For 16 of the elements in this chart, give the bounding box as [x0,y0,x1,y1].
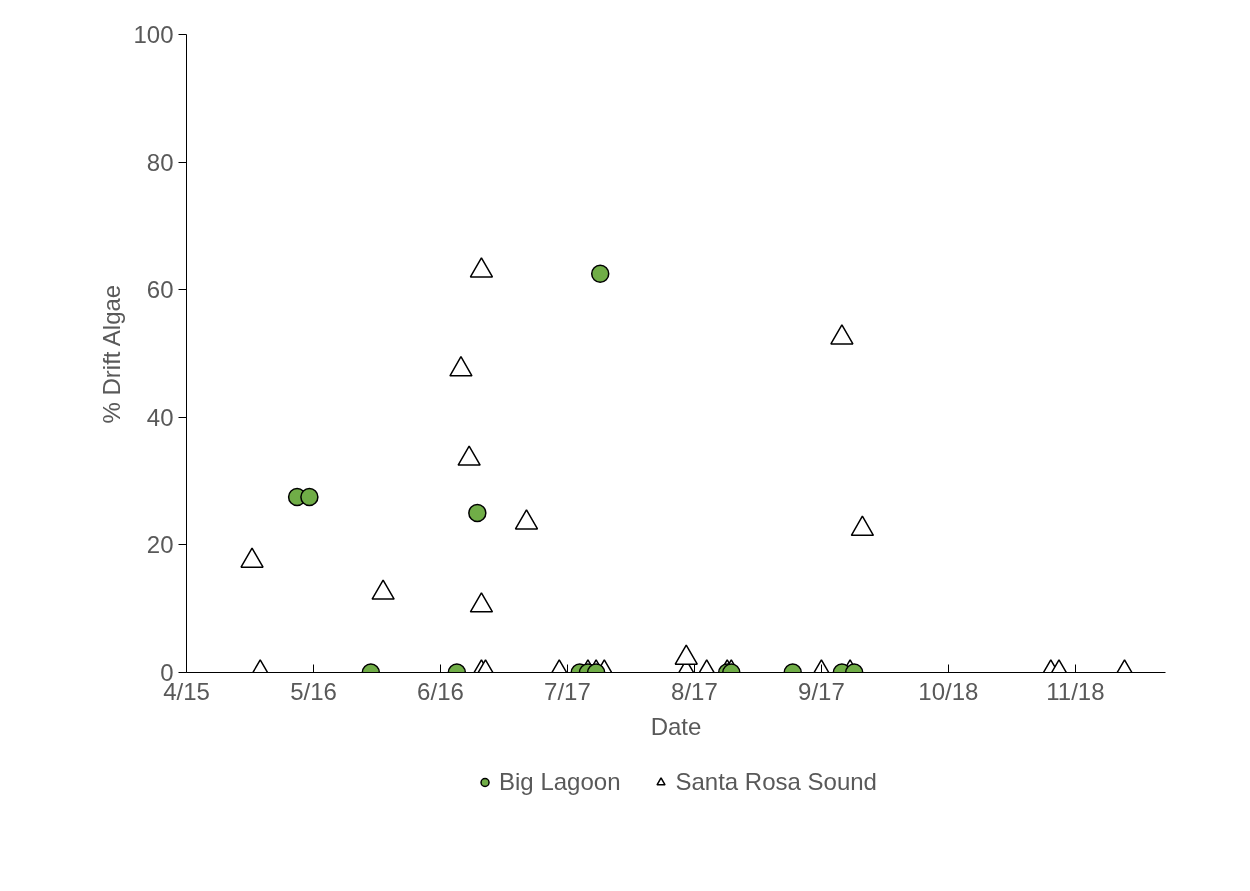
y-tick-label: 80 [146,148,174,176]
x-tick-label: 6/16 [417,677,464,705]
y-tick-label: 100 [133,21,174,48]
x-tick-label: 8/17 [671,677,718,705]
legend-label: Big Lagoon [499,768,621,796]
x-tick-label: 5/16 [290,677,337,705]
x-tick-label: 7/17 [544,677,591,705]
x-tick-label: 11/18 [1046,677,1105,705]
x-tick-label: 9/17 [798,677,845,705]
y-axis-title: % Drift Algae [98,284,126,424]
x-tick-label: 10/18 [918,677,979,705]
x-axis-title: Date [650,712,702,740]
y-tick-label: 60 [146,276,174,304]
y-tick-label: 20 [146,531,174,559]
y-tick-label: 40 [146,403,174,431]
legend-label: Santa Rosa Sound [675,768,877,796]
